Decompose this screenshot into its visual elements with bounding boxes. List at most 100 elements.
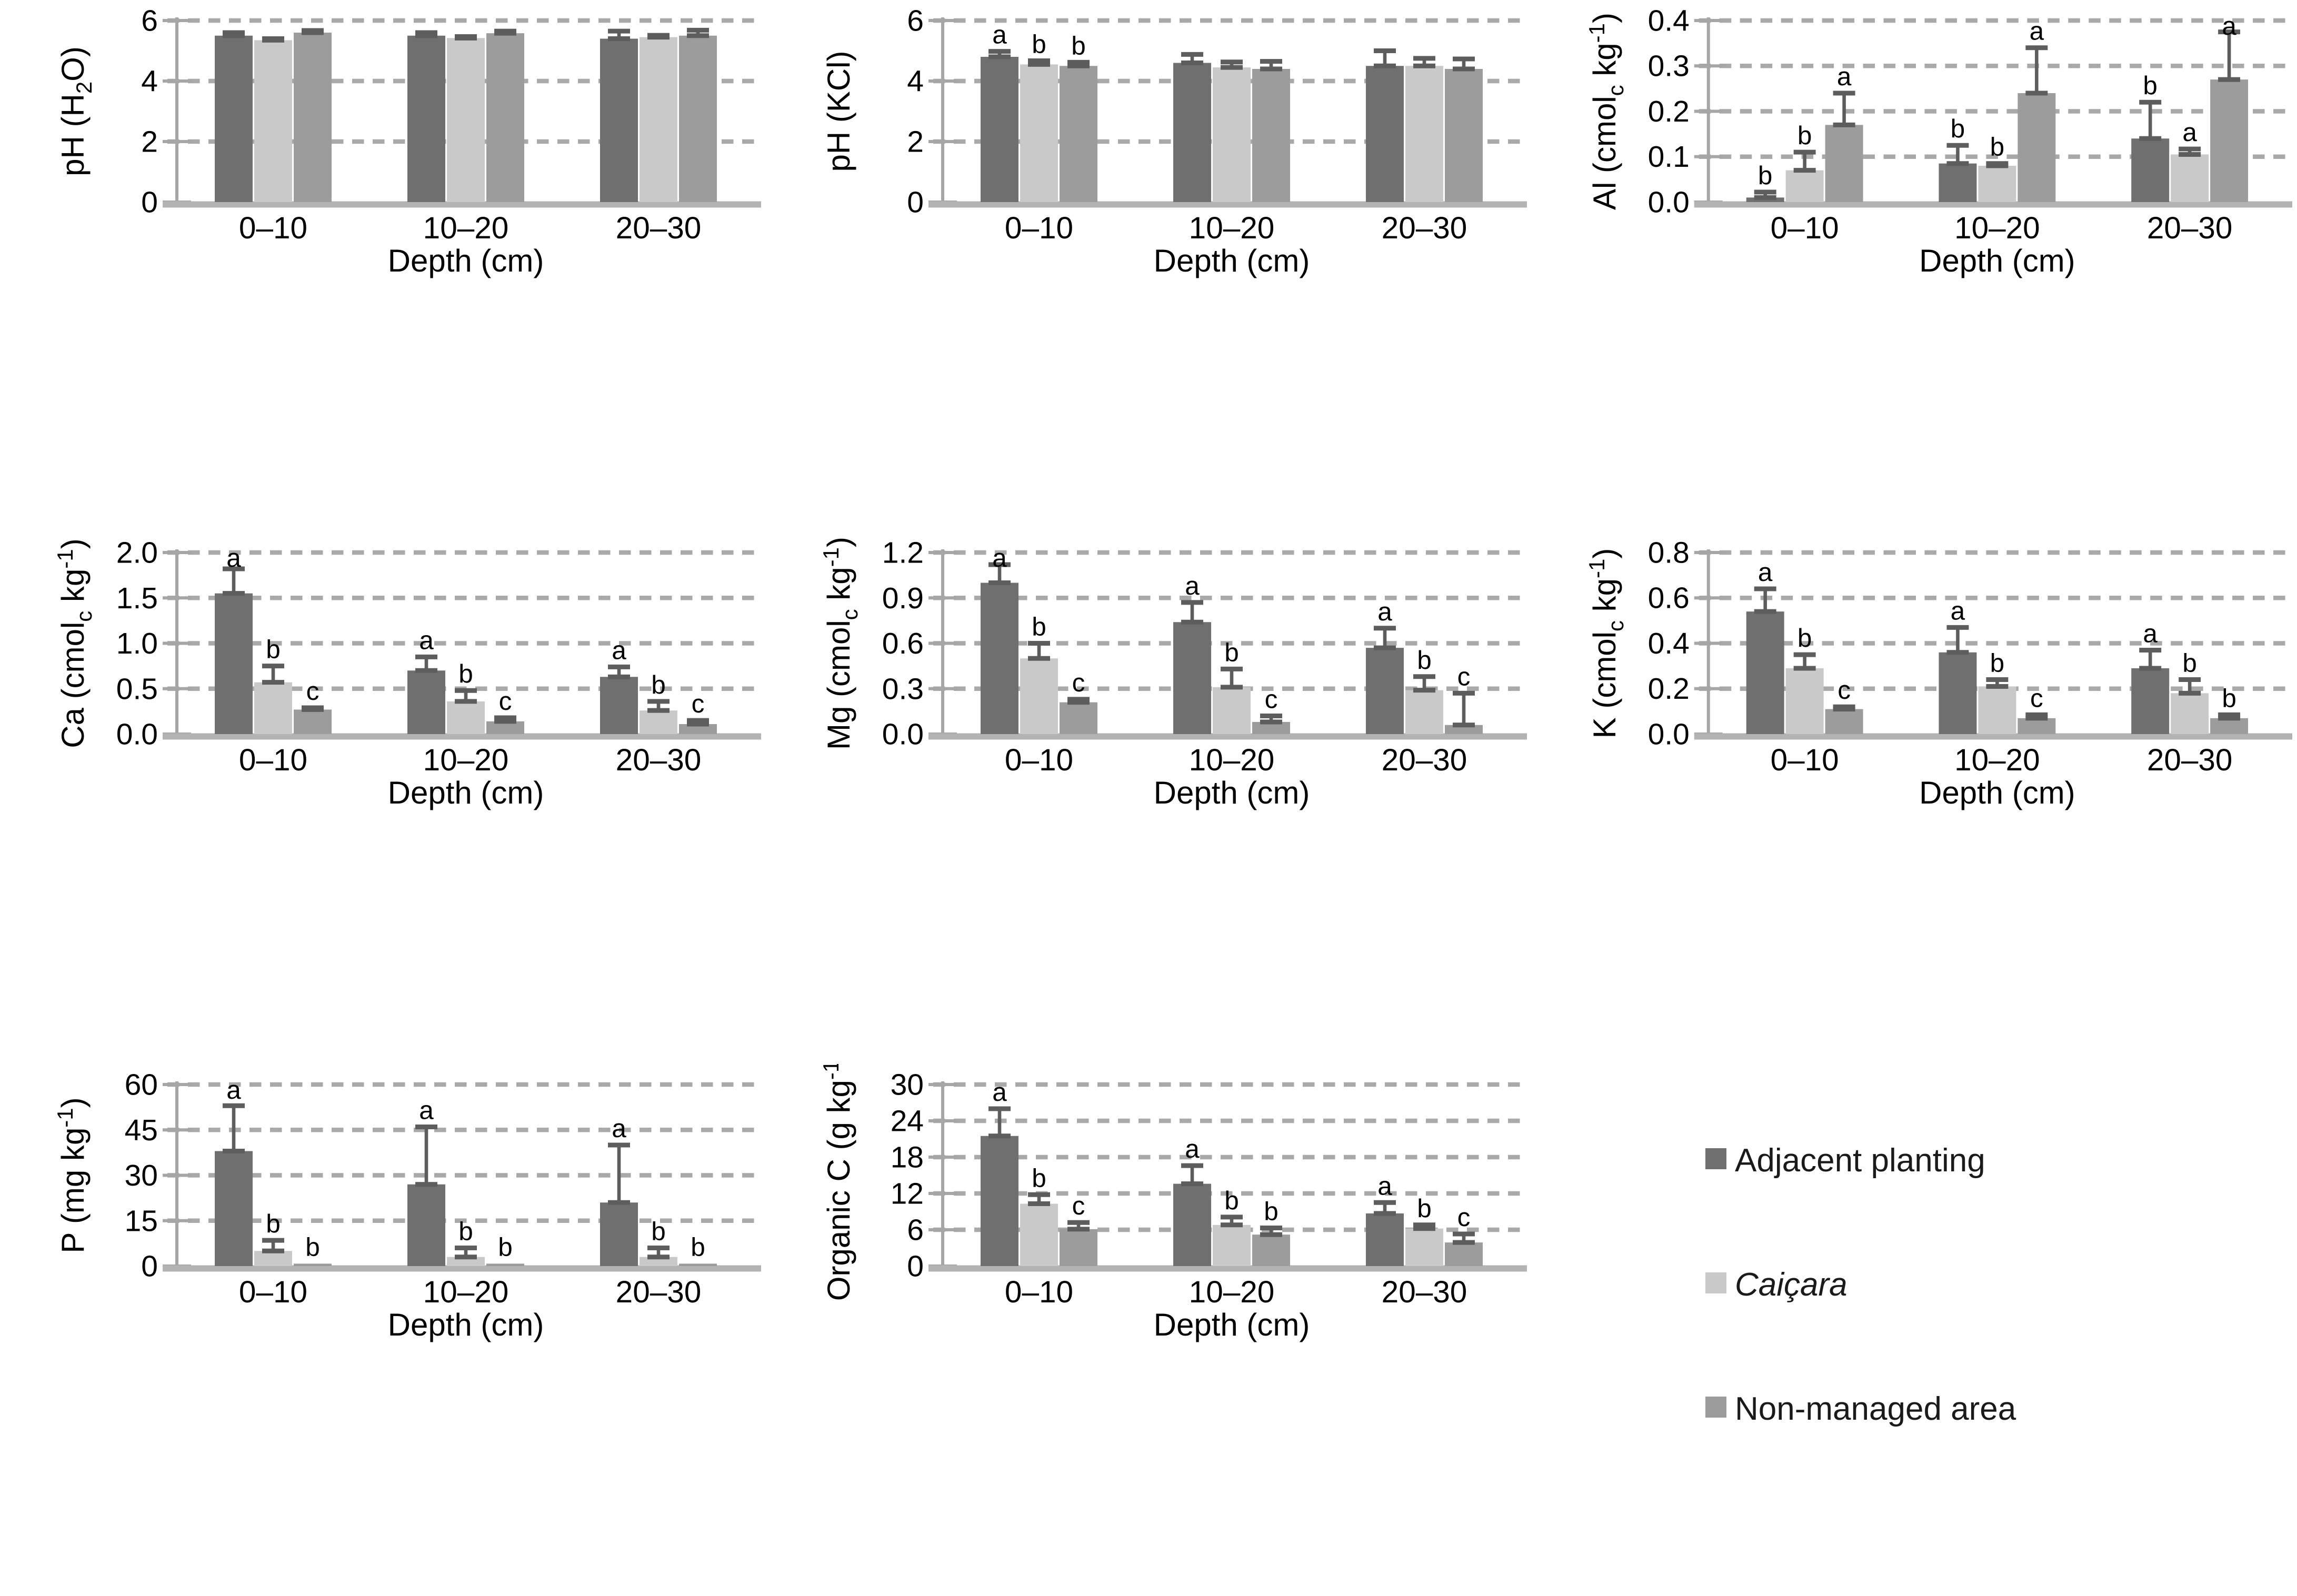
y-axis-title: Organic C (g kg-1) (818, 1064, 856, 1301)
category-label: 10–20 (1954, 743, 2040, 777)
bar-cai-ara-10–20 (1213, 67, 1251, 202)
significance-letter: b (1951, 114, 1965, 143)
bar-cai-ara-0–10 (254, 682, 292, 734)
x-axis-title: Depth (cm) (1154, 1307, 1310, 1342)
y-tick-label: 0 (141, 186, 158, 219)
y-axis-title: pH (H2O) (55, 46, 96, 176)
bar-non-managed-area-10–20 (1252, 722, 1290, 734)
y-axis-title: P (mg kg-1) (53, 1097, 91, 1253)
significance-letter: c (1265, 685, 1278, 714)
bar-adjacent-planting-10–20 (1939, 652, 1977, 734)
bar-cai-ara-10–20 (1213, 687, 1251, 734)
significance-letter: b (2182, 648, 2197, 677)
legend-label-caicara: Caiçara (1735, 1267, 1847, 1303)
y-tick-label: 30 (125, 1159, 158, 1192)
significance-letter: b (1417, 646, 1432, 675)
y-tick-label: 6 (907, 4, 924, 38)
bar-non-managed-area-0–10 (294, 709, 332, 734)
significance-letter: a (419, 626, 434, 655)
bar-cai-ara-20–30 (2171, 154, 2209, 202)
significance-letter: b (1032, 29, 1046, 58)
y-tick-label: 45 (125, 1113, 158, 1147)
y-tick-label: 0.1 (1648, 140, 1690, 174)
bar-cai-ara-20–30 (1405, 690, 1443, 734)
y-tick-label: 6 (141, 4, 158, 38)
category-label: 20–30 (1382, 1275, 1467, 1309)
y-tick-label: 6 (907, 1213, 924, 1247)
y-tick-label: 15 (125, 1204, 158, 1238)
x-axis-title: Depth (cm) (388, 243, 544, 278)
bar-non-managed-area-0–10 (294, 1263, 332, 1266)
bar-adjacent-planting-0–10 (981, 1136, 1018, 1266)
significance-letter: a (1758, 558, 1773, 587)
significance-letter: a (419, 1096, 434, 1125)
bar-adjacent-planting-20–30 (1366, 1213, 1404, 1266)
significance-letter: a (612, 636, 626, 665)
x-axis-title: Depth (cm) (1154, 775, 1310, 810)
category-label: 20–30 (1382, 743, 1467, 777)
bar-non-managed-area-0–10 (1060, 1229, 1097, 1266)
significance-letter: c (2030, 684, 2043, 712)
bar-adjacent-planting-10–20 (407, 1184, 445, 1266)
category-label: 10–20 (1189, 743, 1275, 777)
significance-letter: c (1457, 662, 1471, 691)
bar-non-managed-area-10–20 (1252, 1234, 1290, 1266)
panel-al: 0.0 0.1 0.2 0.3 0.4 b b a 0–10 b b a 10–20 b a a 20–30 De… (1532, 0, 2297, 532)
significance-letter: a (992, 544, 1007, 573)
y-axis-title: K (cmolc kg-1) (1584, 548, 1628, 739)
bar-cai-ara-10–20 (1978, 686, 2016, 734)
significance-letter: b (651, 670, 666, 699)
significance-letter: a (2222, 12, 2236, 41)
bar-adjacent-planting-10–20 (1939, 163, 1977, 202)
bar-adjacent-planting-0–10 (215, 35, 253, 202)
bar-cai-ara-10–20 (447, 38, 485, 202)
bar-adjacent-planting-10–20 (1173, 63, 1211, 202)
bar-adjacent-planting-0–10 (215, 593, 253, 734)
category-label: 20–30 (616, 1275, 702, 1309)
y-tick-label: 0.0 (116, 718, 158, 751)
bar-non-managed-area-0–10 (1060, 66, 1097, 202)
significance-letter: a (1377, 1171, 1392, 1200)
legend-item-non-managed-area: Non-managed area (1705, 1391, 2297, 1427)
category-label: 10–20 (1954, 211, 2040, 245)
bar-non-managed-area-10–20 (486, 33, 524, 203)
bar-non-managed-area-0–10 (1825, 125, 1863, 202)
y-axis-title: Mg (cmolc kg-1) (818, 537, 862, 750)
significance-letter: c (1837, 676, 1851, 705)
y-tick-label: 0 (907, 1250, 924, 1283)
y-axis-title: Ca (cmolc kg-1) (53, 538, 96, 748)
bar-non-managed-area-20–30 (2210, 718, 2249, 734)
panel-mg: 0.0 0.3 0.6 0.9 1.2 a b c 0–10 a b c 10–20 a b c 20–30 De… (766, 532, 1532, 1064)
bar-adjacent-planting-10–20 (407, 35, 445, 202)
bar-adjacent-planting-20–30 (2131, 668, 2170, 734)
panel-ca: 0.0 0.5 1.0 1.5 2.0 a b c 0–10 a b c 10–20 a b c 20–30 De… (0, 532, 766, 1064)
bar-cai-ara-20–30 (1405, 66, 1443, 202)
significance-letter: a (1377, 597, 1392, 626)
category-label: 20–30 (2147, 211, 2233, 245)
y-tick-label: 2.0 (116, 536, 158, 570)
category-label: 0–10 (239, 1275, 307, 1309)
significance-letter: c (1072, 668, 1085, 697)
significance-letter: b (266, 1209, 281, 1238)
significance-letter: b (305, 1232, 320, 1261)
category-label: 0–10 (1005, 1275, 1073, 1309)
category-label: 10–20 (1189, 211, 1275, 245)
y-tick-label: 0.2 (1648, 95, 1690, 128)
bar-adjacent-planting-20–30 (600, 1202, 638, 1266)
significance-letter: b (1224, 638, 1239, 667)
y-tick-label: 0.3 (882, 672, 924, 706)
bar-non-managed-area-10–20 (2018, 718, 2056, 734)
bar-adjacent-planting-20–30 (2131, 138, 2170, 202)
bar-non-managed-area-20–30 (679, 1263, 717, 1266)
y-tick-label: 0.5 (116, 672, 158, 706)
category-label: 20–30 (616, 743, 702, 777)
chart-al: 0.00.10.20.30.4bba0–10bba10–20baa20–30De… (1584, 4, 2293, 278)
significance-letter: a (2182, 118, 2197, 147)
bar-cai-ara-10–20 (447, 701, 485, 734)
bar-cai-ara-0–10 (1020, 1203, 1058, 1266)
bar-cai-ara-0–10 (1020, 658, 1058, 734)
